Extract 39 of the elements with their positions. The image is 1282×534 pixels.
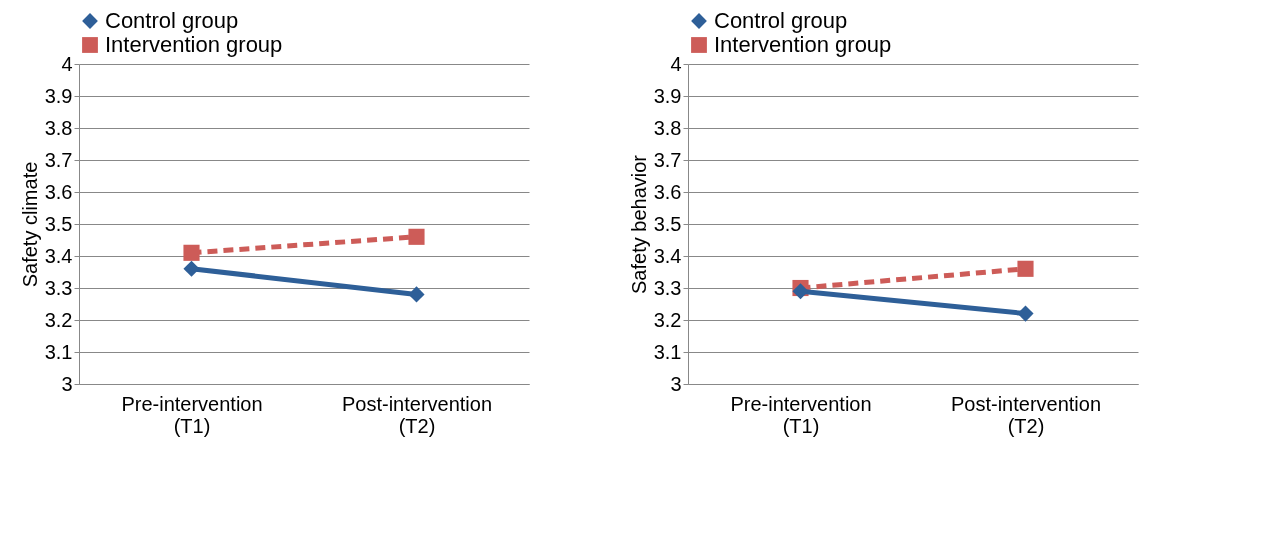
- y-tick-label: 3.6: [653, 180, 682, 203]
- y-tick-label: 3.4: [44, 244, 73, 267]
- y-tick-label: 4: [670, 52, 682, 75]
- x-tick-label: Post-intervention (T2): [950, 392, 1102, 437]
- y-tick-label: 3.2: [653, 308, 682, 331]
- legend-label: Intervention group: [105, 32, 283, 57]
- legend-label: Control group: [714, 8, 848, 33]
- y-tick-label: 3.6: [44, 180, 73, 203]
- point: [1017, 305, 1034, 322]
- point: [183, 260, 200, 277]
- y-tick-label: 3.1: [44, 340, 73, 363]
- point: [408, 286, 425, 303]
- y-tick-label: 3.4: [653, 244, 682, 267]
- y-tick-label: 3.3: [44, 276, 73, 299]
- legend-label: Intervention group: [714, 32, 892, 57]
- x-tick-label: Pre-intervention (T1): [121, 392, 263, 437]
- y-tick-label: 3.5: [653, 212, 682, 235]
- x-tick-label: Pre-intervention (T1): [730, 392, 872, 437]
- point: [408, 228, 425, 245]
- point: [1017, 260, 1034, 277]
- y-tick-label: 3: [670, 372, 682, 395]
- y-tick-label: 3.5: [44, 212, 73, 235]
- point: [183, 244, 200, 261]
- x-tick-label: Post-intervention (T2): [341, 392, 493, 437]
- y-tick-label: 3.8: [653, 116, 682, 139]
- legend-label: Control group: [105, 8, 239, 33]
- point: [792, 283, 809, 300]
- y-tick-label: 4: [61, 52, 73, 75]
- y-tick-label: 3.7: [44, 148, 73, 171]
- y-tick-label: 3.9: [44, 84, 73, 107]
- y-axis-title: Safety behavior: [627, 154, 650, 294]
- y-tick-label: 3.3: [653, 276, 682, 299]
- y-axis-title: Safety climate: [18, 161, 41, 288]
- y-tick-label: 3.8: [44, 116, 73, 139]
- y-tick-label: 3.1: [653, 340, 682, 363]
- y-tick-label: 3.7: [653, 148, 682, 171]
- y-tick-label: 3: [61, 372, 73, 395]
- y-tick-label: 3.9: [653, 84, 682, 107]
- y-tick-label: 3.2: [44, 308, 73, 331]
